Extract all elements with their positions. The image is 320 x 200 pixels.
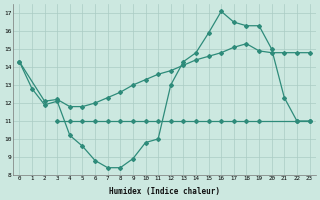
X-axis label: Humidex (Indice chaleur): Humidex (Indice chaleur) (109, 187, 220, 196)
